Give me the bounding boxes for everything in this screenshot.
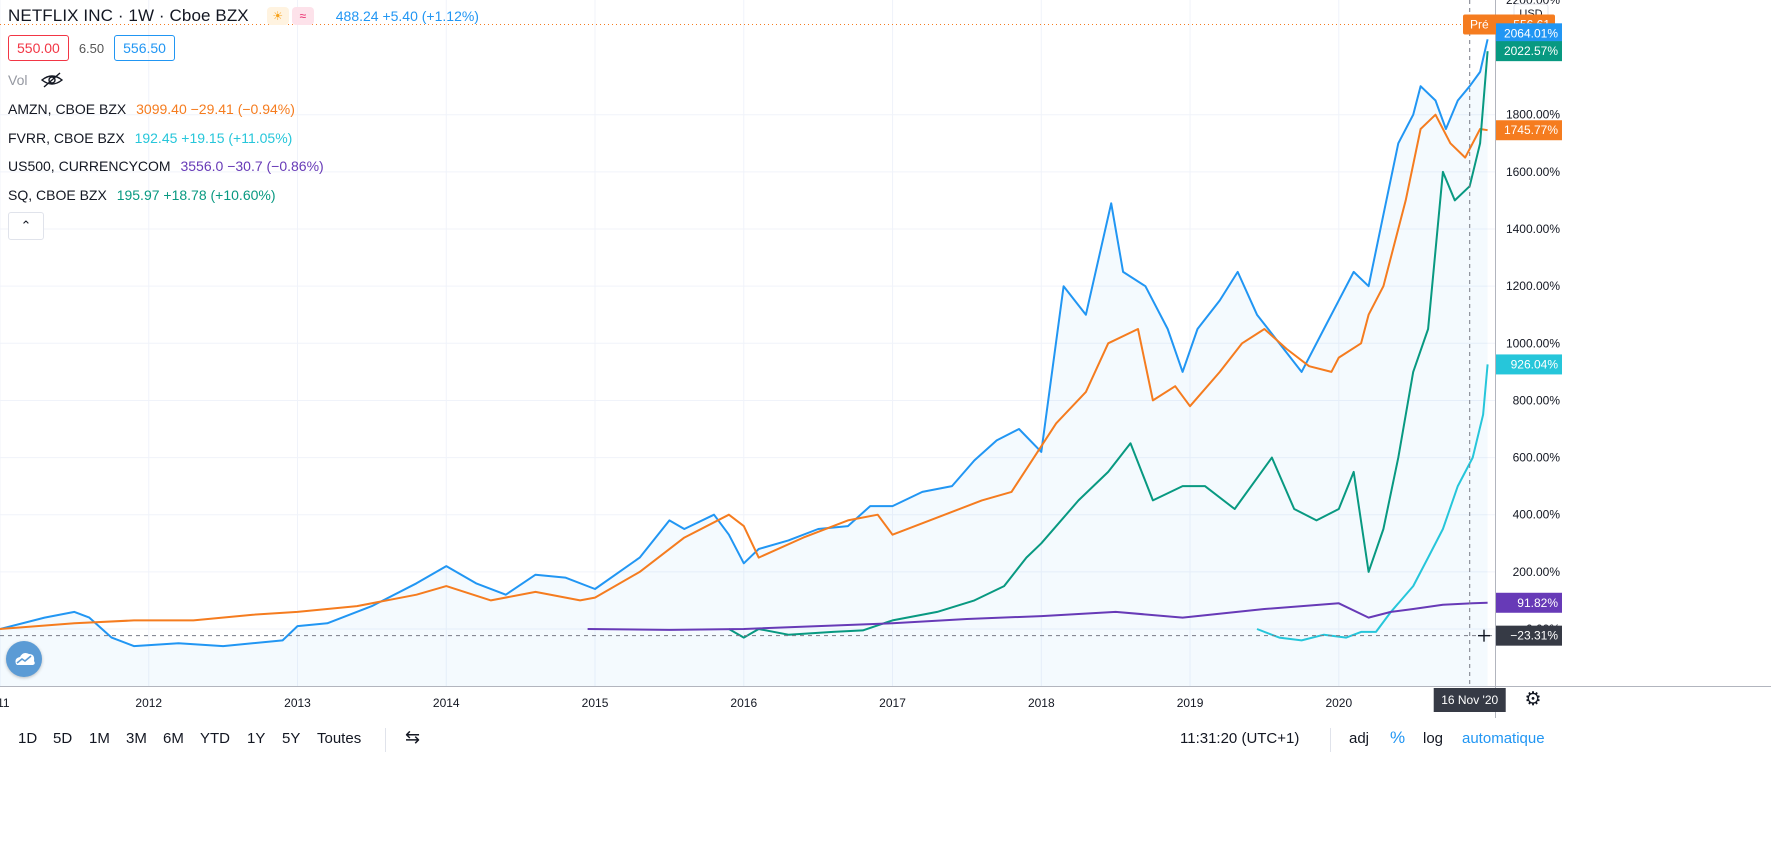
- last-value-tag-nflx: 2064.01%: [1504, 26, 1558, 40]
- range-all-button[interactable]: Toutes: [317, 730, 362, 747]
- range-3m-button[interactable]: 3M: [126, 730, 147, 747]
- range-1y-button[interactable]: 1Y: [247, 730, 266, 747]
- compare-legend-fvrr[interactable]: FVRR, CBOE BZX 192.45 +19.15 (+11.05%): [8, 130, 292, 146]
- compare-value: 3099.40 −29.41 (−0.94%): [136, 101, 295, 117]
- toolbar-divider: [385, 728, 386, 752]
- compare-value: 3556.0 −30.7 (−0.86%): [180, 158, 324, 174]
- data-delay-wave-icon[interactable]: ≈: [291, 7, 314, 25]
- nflx-area-fill: [0, 39, 1488, 687]
- crosshair-date-box: [1433, 688, 1506, 712]
- crosshair-value-tag-box: [1496, 625, 1562, 646]
- compare-name: SQ, CBOE BZX: [8, 187, 107, 203]
- last-value-tag-fvrr-box: [1496, 354, 1562, 375]
- bottom-toolbar: 1D 5D 1M 3M 6M YTD 1Y 5Y Toutes ⇆ 11:31:…: [0, 718, 1771, 762]
- chevron-up-icon: ⌃: [20, 218, 32, 233]
- time-axis-tick-label: 2018: [1028, 696, 1055, 710]
- ask-price-button[interactable]: 556.50: [114, 35, 175, 61]
- main-quote: 488.24 +5.40 (+1.12%): [335, 8, 479, 24]
- range-5y-button[interactable]: 5Y: [282, 730, 301, 747]
- compare-value: 192.45 +19.15 (+11.05%): [134, 130, 293, 146]
- crosshair-value-tag: −23.31%: [1510, 629, 1558, 643]
- symbol-title[interactable]: NETFLIX INC · 1W · Cboe BZX: [8, 6, 249, 25]
- time-axis-tick-label: 2020: [1325, 696, 1352, 710]
- last-value-tag-sq-box: [1496, 41, 1562, 62]
- series-line-sq[interactable]: [728, 51, 1489, 639]
- chart-settings-gear-icon[interactable]: ⚙: [1524, 689, 1542, 710]
- time-axis-tick-label: 2017: [879, 696, 906, 710]
- chart-background: [0, 0, 1771, 718]
- bid-price-button[interactable]: 550.00: [8, 35, 69, 61]
- compare-name: US500, CURRENCYCOM: [8, 158, 171, 174]
- price-axis-tick-label: 1000.00%: [1506, 336, 1560, 350]
- price-axis-tick-label: 600.00%: [1513, 451, 1561, 465]
- last-value-tag-us500-box: [1496, 592, 1562, 613]
- premarket-label: Pré: [1470, 17, 1489, 31]
- price-axis-tick-label: 1600.00%: [1506, 165, 1560, 179]
- time-axis-tick-label: 2013: [284, 696, 311, 710]
- range-1m-button[interactable]: 1M: [89, 730, 110, 747]
- last-value-tag-us500: 91.82%: [1517, 596, 1558, 610]
- compare-name: AMZN, CBOE BZX: [8, 101, 127, 117]
- time-axis-tick-label: 2019: [1177, 696, 1204, 710]
- price-axis-tick-label: 1800.00%: [1506, 108, 1560, 122]
- spread-value: 6.50: [78, 40, 105, 56]
- symbol-header: NETFLIX INC · 1W · Cboe BZX ☀ ≈ 488.24 +…: [8, 6, 479, 26]
- price-axis-tick-label: 1200.00%: [1506, 279, 1560, 293]
- range-ytd-button[interactable]: YTD: [200, 730, 230, 747]
- time-axis-tick-label: 2012: [135, 696, 162, 710]
- tradingview-logo-icon[interactable]: [6, 641, 42, 677]
- last-value-tag-amzn: 1745.77%: [1504, 123, 1558, 137]
- bid-ask-row: 550.00 6.50 556.50: [8, 35, 175, 61]
- time-axis-tick-label: 2016: [730, 696, 757, 710]
- adjust-toggle[interactable]: adj: [1349, 730, 1370, 747]
- series-line-amzn[interactable]: [0, 113, 1488, 630]
- volume-legend: Vol: [8, 71, 65, 89]
- compare-name: FVRR, CBOE BZX: [8, 130, 125, 146]
- time-axis-tick-label: 011: [0, 696, 10, 710]
- empty-area: [0, 762, 1771, 859]
- time-axis-tick-label: 2015: [582, 696, 609, 710]
- clock-timezone[interactable]: 11:31:20 (UTC+1): [1180, 730, 1300, 747]
- date-range-compare-icon[interactable]: ⇆: [405, 727, 421, 747]
- crosshair-date-label: 16 Nov '20: [1441, 693, 1498, 707]
- range-1d-button[interactable]: 1D: [18, 730, 38, 747]
- range-6m-button[interactable]: 6M: [163, 730, 184, 747]
- time-axis-tick-label: 2014: [433, 696, 460, 710]
- series-line-us500[interactable]: [587, 601, 1488, 631]
- last-value-tag-sq: 2022.57%: [1504, 44, 1558, 58]
- market-session-sun-icon[interactable]: ☀: [266, 7, 289, 25]
- cloud-icon: [15, 653, 35, 665]
- last-value-tag-fvrr: 926.04%: [1511, 357, 1559, 371]
- series-line-nflx[interactable]: [0, 39, 1489, 648]
- eye-hidden-icon[interactable]: [39, 71, 65, 89]
- compare-legend-us500[interactable]: US500, CURRENCYCOM 3556.0 −30.7 (−0.86%): [8, 158, 324, 174]
- toolbar-divider: [1330, 728, 1331, 752]
- last-value-tag-nflx-box: [1496, 23, 1562, 44]
- percent-scale-toggle[interactable]: %: [1390, 728, 1406, 747]
- compare-value: 195.97 +18.78 (+10.60%): [116, 187, 276, 203]
- volume-label: Vol: [8, 72, 28, 88]
- auto-scale-toggle[interactable]: automatique: [1462, 730, 1545, 747]
- compare-legend-sq[interactable]: SQ, CBOE BZX 195.97 +18.78 (+10.60%): [8, 187, 276, 203]
- price-axis-tick-label: 200.00%: [1513, 565, 1561, 579]
- price-axis-tick-label: 800.00%: [1513, 393, 1561, 407]
- price-axis-tick-label: 1400.00%: [1506, 222, 1560, 236]
- collapse-legend-button[interactable]: ⌃: [8, 212, 44, 240]
- log-scale-toggle[interactable]: log: [1423, 730, 1444, 747]
- last-value-tag-amzn-box: [1496, 120, 1562, 141]
- compare-legend-amzn[interactable]: AMZN, CBOE BZX 3099.40 −29.41 (−0.94%): [8, 101, 295, 117]
- range-5d-button[interactable]: 5D: [53, 730, 73, 747]
- price-chart[interactable]: 0.00%200.00%400.00%600.00%800.00%1000.00…: [0, 0, 1771, 718]
- price-axis-tick-label: 400.00%: [1513, 508, 1561, 522]
